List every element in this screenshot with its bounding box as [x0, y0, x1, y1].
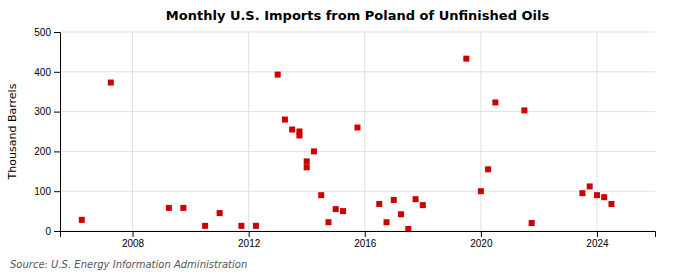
point [463, 56, 469, 62]
tick-mark [54, 151, 60, 152]
tick-mark [54, 32, 60, 33]
point [318, 192, 324, 198]
point [398, 211, 404, 217]
y-axis-label: Thousand Barrels [6, 83, 19, 180]
point [529, 220, 535, 226]
point [492, 99, 498, 105]
points [79, 56, 615, 231]
point [304, 164, 310, 170]
point [521, 107, 527, 113]
grid-line-y [60, 191, 655, 192]
point [325, 219, 331, 225]
point [79, 217, 85, 223]
tick-label: 100 [34, 186, 51, 197]
tick: 500 [34, 27, 60, 38]
tick-label: 200 [34, 146, 51, 157]
tick: 2024 [586, 231, 609, 249]
tick-label: 2008 [122, 238, 145, 249]
point [405, 226, 411, 231]
point [253, 223, 259, 229]
point [238, 223, 244, 229]
point [217, 210, 223, 216]
tick-label: 300 [34, 106, 51, 117]
tick: 0 [45, 226, 60, 237]
point [289, 127, 295, 133]
grid-line-y [60, 111, 655, 112]
point [413, 196, 419, 202]
x-axis: 2008 2012 2016 2020 2024 [61, 231, 656, 249]
point [608, 201, 614, 207]
grid [60, 32, 655, 231]
point [296, 129, 302, 135]
plot-area: 2008 2012 2016 2020 2024 0 100 200 300 400 500 [34, 27, 655, 249]
tick-mark [249, 231, 250, 237]
point [384, 219, 390, 225]
y-axis: 0 100 200 300 400 500 [34, 27, 60, 237]
point [304, 158, 310, 164]
grid-line-x [248, 32, 249, 231]
grid-line-x [596, 32, 597, 231]
grid-line-x [132, 32, 133, 231]
point [202, 223, 208, 229]
tick: 300 [34, 106, 60, 117]
tick-label: 2024 [586, 238, 609, 249]
tick: 2020 [470, 231, 493, 249]
point [275, 72, 281, 78]
grid-line-y [60, 32, 655, 33]
tick: 200 [34, 146, 60, 157]
point [420, 202, 426, 208]
grid-line-x [364, 32, 365, 231]
grid-line-y [60, 151, 655, 152]
point [166, 205, 172, 211]
tick: 2008 [122, 231, 145, 249]
tick-mark [54, 112, 60, 113]
title: Monthly U.S. Imports from Poland of Unfi… [166, 8, 550, 23]
point [282, 117, 288, 123]
point [108, 80, 114, 86]
point [391, 197, 397, 203]
tick-mark [133, 231, 134, 237]
tick-mark [54, 72, 60, 73]
tick-label: 2020 [470, 238, 493, 249]
tick-mark [481, 231, 482, 237]
point [333, 206, 339, 212]
point [340, 208, 346, 214]
grid-line-y [60, 71, 655, 72]
tick-mark [365, 231, 366, 237]
point [485, 166, 491, 172]
point [601, 194, 607, 200]
grid-line-x [480, 32, 481, 231]
tick: 100 [34, 186, 60, 197]
point [587, 183, 593, 189]
point [594, 192, 600, 198]
tick-label: 0 [45, 226, 51, 237]
chart: 2008 2012 2016 2020 2024 0 100 200 300 400 500 Mont… [0, 0, 675, 275]
axis-line [61, 232, 656, 238]
tick-label: 400 [34, 67, 51, 78]
tick: 2016 [354, 231, 377, 249]
point [376, 201, 382, 207]
tick: 2012 [238, 231, 261, 249]
annotation: Source: U.S. Energy Information Administ… [10, 259, 247, 270]
tick-label: 500 [34, 27, 51, 38]
tick: 400 [34, 67, 60, 78]
tick-label: 2012 [238, 238, 261, 249]
tick-mark [54, 191, 60, 192]
point [180, 205, 186, 211]
tick-label: 2016 [354, 238, 377, 249]
tick-mark [597, 231, 598, 237]
tick-mark [54, 231, 60, 232]
point [579, 190, 585, 196]
point [311, 148, 317, 154]
axis-line [54, 33, 61, 232]
point [355, 125, 361, 131]
point [478, 188, 484, 194]
